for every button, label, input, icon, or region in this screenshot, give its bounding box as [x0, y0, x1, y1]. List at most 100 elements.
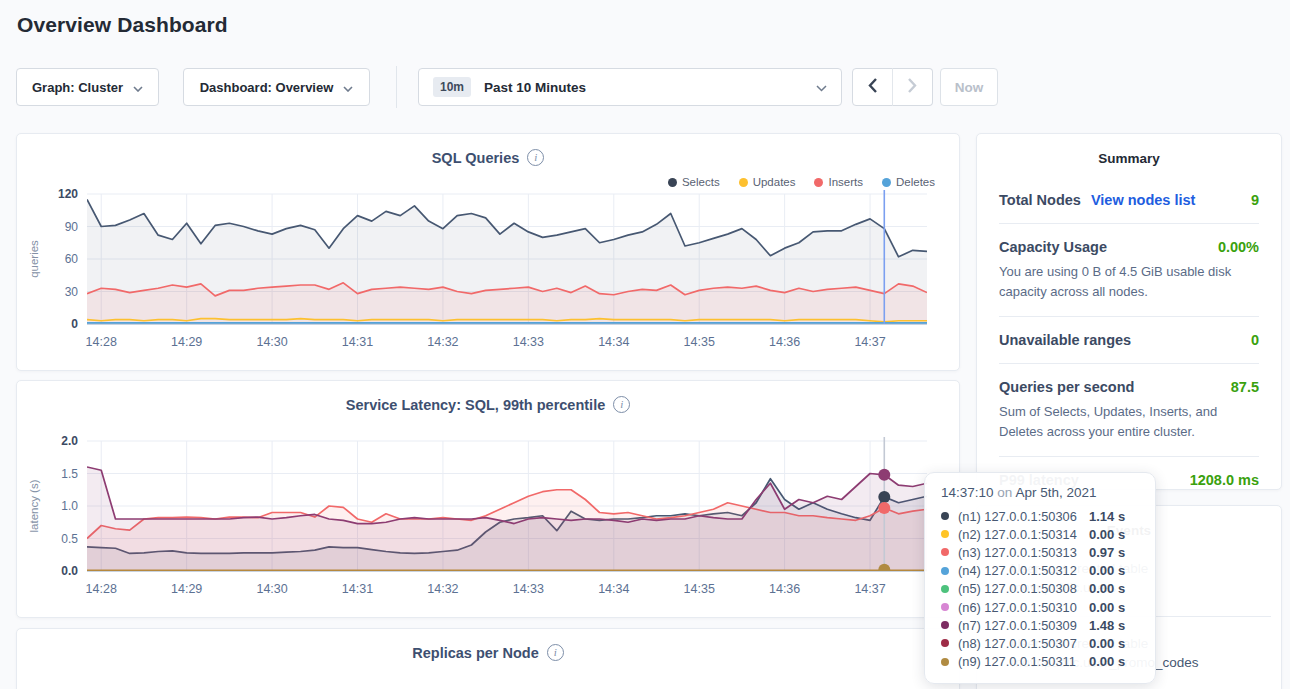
- graph-scope-dropdown[interactable]: Graph: Cluster: [16, 68, 159, 106]
- series-color-dot: [941, 658, 949, 666]
- svg-text:1.5: 1.5: [61, 467, 78, 481]
- node-address: (n5) 127.0.0.1:50308: [958, 581, 1089, 596]
- latency-value: 0.97 s: [1089, 545, 1139, 560]
- tooltip-row: (n8) 127.0.0.1:503070.00 s: [941, 634, 1139, 652]
- latency-value: 0.00 s: [1089, 654, 1139, 669]
- svg-text:14:34: 14:34: [598, 335, 629, 349]
- svg-text:14:28: 14:28: [86, 582, 117, 596]
- latency-value: 0.00 s: [1089, 600, 1139, 615]
- time-prev-button[interactable]: [852, 68, 893, 106]
- chevron-right-icon: [908, 78, 917, 97]
- latency-value: 1.14 s: [1089, 509, 1139, 524]
- svg-text:0.0: 0.0: [61, 564, 78, 578]
- service-latency-panel: Service Latency: SQL, 99th percentile i …: [16, 380, 960, 618]
- svg-text:14:37: 14:37: [854, 335, 885, 349]
- series-color-dot: [941, 621, 949, 629]
- svg-text:14:31: 14:31: [342, 582, 373, 596]
- replicas-per-node-panel: Replicas per Node i: [16, 628, 960, 689]
- svg-text:90: 90: [65, 220, 79, 234]
- capacity-usage-description: You are using 0 B of 4.5 GiB usable disk…: [999, 262, 1259, 301]
- tooltip-row: (n6) 127.0.0.1:503100.00 s: [941, 598, 1139, 616]
- service-latency-chart[interactable]: 0.00.51.01.52.014:2814:2914:3014:3114:32…: [25, 431, 937, 609]
- latency-value: 0.00 s: [1089, 636, 1139, 651]
- controls-divider: [396, 66, 397, 108]
- divider: [999, 316, 1259, 317]
- tooltip-date: Apr 5th, 2021: [1015, 485, 1096, 500]
- node-address: (n8) 127.0.0.1:50307: [958, 636, 1089, 651]
- svg-text:queries: queries: [28, 240, 40, 278]
- svg-text:0: 0: [71, 317, 78, 331]
- unavailable-ranges-value: 0: [1251, 332, 1259, 348]
- svg-text:14:32: 14:32: [427, 582, 458, 596]
- svg-text:14:36: 14:36: [769, 335, 800, 349]
- dashboard-dropdown-label: Dashboard: Overview: [200, 80, 334, 95]
- info-icon[interactable]: i: [547, 644, 564, 661]
- svg-text:14:35: 14:35: [684, 335, 715, 349]
- latency-value: 1.48 s: [1089, 618, 1139, 633]
- svg-text:14:33: 14:33: [513, 582, 544, 596]
- time-now-label: Now: [955, 80, 984, 95]
- series-color-dot: [941, 548, 949, 556]
- sql-queries-panel: SQL Queries i SelectsUpdatesInsertsDelet…: [16, 133, 960, 371]
- sql-queries-chart[interactable]: 030609012014:2814:2914:3014:3114:3214:33…: [25, 184, 937, 362]
- time-now-button[interactable]: Now: [940, 68, 998, 106]
- graph-scope-dropdown-label: Graph: Cluster: [32, 80, 123, 95]
- time-range-label: Past 10 Minutes: [484, 80, 586, 95]
- chevron-down-icon: [133, 80, 143, 95]
- svg-text:2.0: 2.0: [61, 434, 78, 448]
- svg-text:14:35: 14:35: [684, 582, 715, 596]
- node-address: (n1) 127.0.0.1:50306: [958, 509, 1089, 524]
- info-icon[interactable]: i: [527, 149, 544, 166]
- time-next-button[interactable]: [892, 68, 933, 106]
- info-icon[interactable]: i: [613, 396, 630, 413]
- svg-text:14:33: 14:33: [513, 335, 544, 349]
- view-nodes-list-link[interactable]: View nodes list: [1091, 192, 1196, 208]
- tooltip-row: (n5) 127.0.0.1:503080.00 s: [941, 580, 1139, 598]
- divider: [999, 223, 1259, 224]
- svg-text:latency (s): latency (s): [28, 479, 40, 532]
- unavailable-ranges-label: Unavailable ranges: [999, 332, 1131, 348]
- divider: [999, 363, 1259, 364]
- tooltip-row: (n2) 127.0.0.1:503140.00 s: [941, 525, 1139, 543]
- dashboard-dropdown[interactable]: Dashboard: Overview: [183, 68, 370, 106]
- p99-latency-value: 1208.0 ms: [1190, 472, 1259, 488]
- chart-hover-tooltip: 14:37:10 on Apr 5th, 2021 (n1) 127.0.0.1…: [924, 472, 1156, 684]
- svg-text:14:34: 14:34: [598, 582, 629, 596]
- svg-text:14:32: 14:32: [427, 335, 458, 349]
- svg-text:14:29: 14:29: [171, 335, 202, 349]
- summary-panel: Summary Total Nodes View nodes list 9 Ca…: [976, 133, 1282, 490]
- svg-text:120: 120: [58, 187, 78, 201]
- series-color-dot: [941, 585, 949, 593]
- capacity-usage-label: Capacity Usage: [999, 239, 1107, 255]
- series-color-dot: [941, 639, 949, 647]
- svg-text:0.5: 0.5: [61, 532, 78, 546]
- tooltip-row: (n7) 127.0.0.1:503091.48 s: [941, 616, 1139, 634]
- svg-text:1.0: 1.0: [61, 499, 78, 513]
- series-color-dot: [941, 603, 949, 611]
- tooltip-rows: (n1) 127.0.0.1:503061.14 s(n2) 127.0.0.1…: [941, 507, 1139, 671]
- latency-value: 0.00 s: [1089, 581, 1139, 596]
- divider: [999, 456, 1259, 457]
- time-range-badge: 10m: [433, 77, 471, 97]
- svg-text:60: 60: [65, 252, 79, 266]
- sql-queries-title: SQL Queries: [432, 150, 520, 166]
- chevron-left-icon: [868, 78, 877, 97]
- svg-text:14:28: 14:28: [86, 335, 117, 349]
- queries-per-second-description: Sum of Selects, Updates, Inserts, and De…: [999, 402, 1259, 441]
- svg-text:14:30: 14:30: [256, 335, 287, 349]
- tooltip-row: (n9) 127.0.0.1:503110.00 s: [941, 653, 1139, 671]
- tooltip-conjunction: on: [997, 485, 1012, 500]
- svg-text:14:36: 14:36: [769, 582, 800, 596]
- series-color-dot: [941, 567, 949, 575]
- time-range-dropdown[interactable]: 10m Past 10 Minutes: [418, 68, 842, 106]
- tooltip-row: (n1) 127.0.0.1:503061.14 s: [941, 507, 1139, 525]
- node-address: (n3) 127.0.0.1:50313: [958, 545, 1089, 560]
- capacity-usage-value: 0.00%: [1218, 239, 1259, 255]
- svg-text:14:29: 14:29: [171, 582, 202, 596]
- total-nodes-value: 9: [1251, 192, 1259, 208]
- page-title: Overview Dashboard: [17, 13, 228, 37]
- replicas-per-node-title: Replicas per Node: [412, 645, 539, 661]
- svg-text:30: 30: [65, 285, 79, 299]
- tooltip-time: 14:37:10: [941, 485, 994, 500]
- service-latency-title: Service Latency: SQL, 99th percentile: [346, 397, 606, 413]
